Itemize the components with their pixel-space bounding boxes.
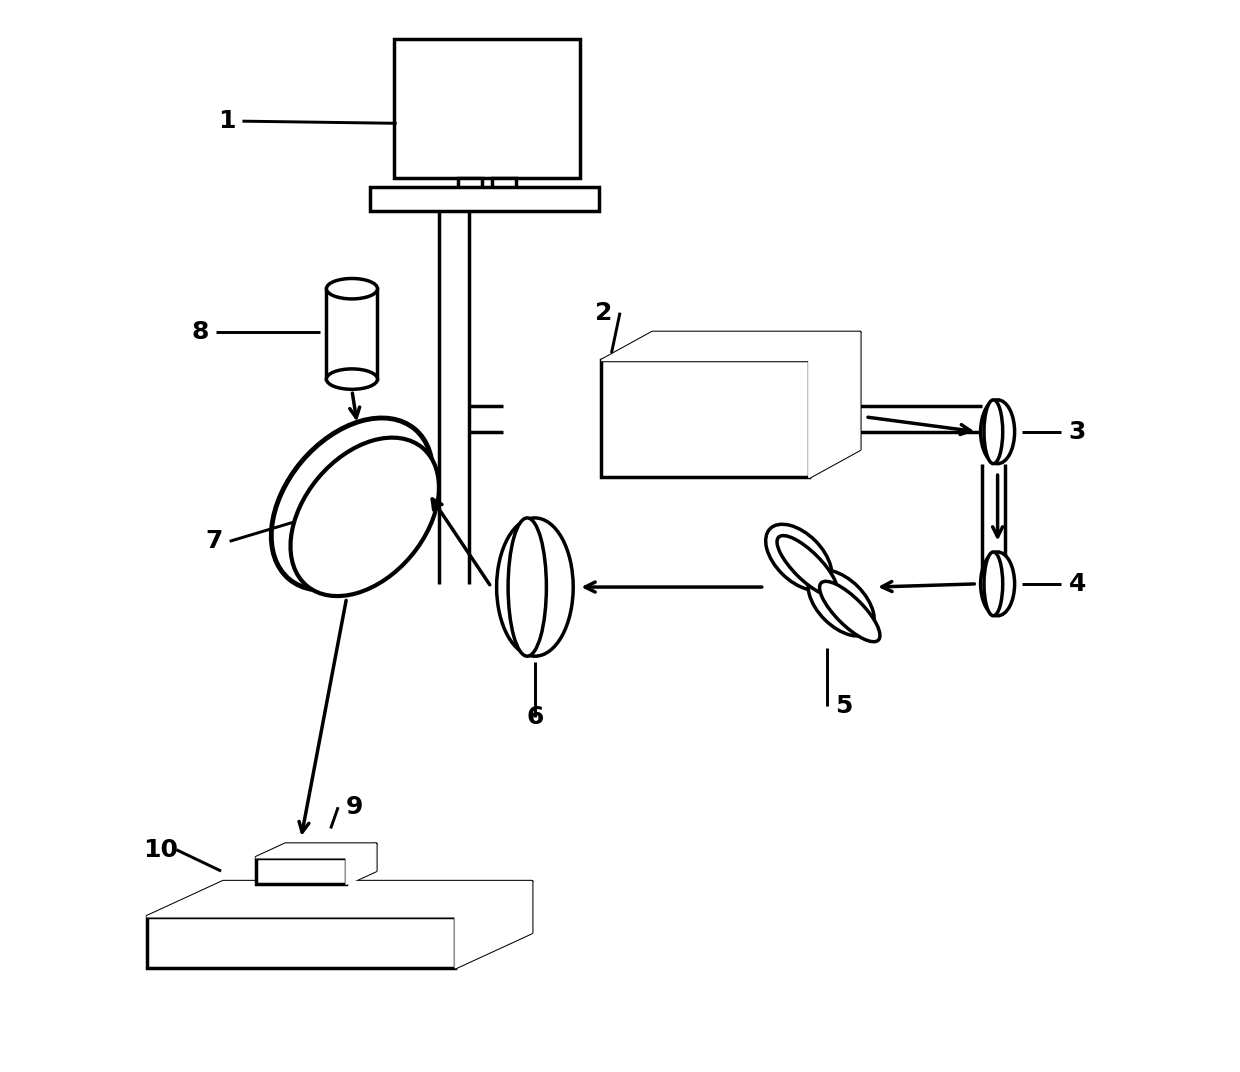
Polygon shape <box>455 881 532 968</box>
Ellipse shape <box>985 552 1003 615</box>
Text: 1: 1 <box>218 109 236 133</box>
Polygon shape <box>255 844 376 858</box>
Text: 3: 3 <box>1069 420 1086 444</box>
Ellipse shape <box>981 400 1014 464</box>
Ellipse shape <box>808 570 874 636</box>
Ellipse shape <box>508 518 547 656</box>
Bar <box>492 178 516 207</box>
Ellipse shape <box>272 418 433 591</box>
Text: 4: 4 <box>1069 571 1086 596</box>
Polygon shape <box>346 844 376 884</box>
Bar <box>146 917 455 968</box>
Ellipse shape <box>290 437 439 596</box>
Polygon shape <box>601 332 859 360</box>
Text: 8: 8 <box>191 319 208 344</box>
Bar <box>601 360 808 477</box>
Text: 6: 6 <box>526 704 543 729</box>
Ellipse shape <box>820 581 880 642</box>
Polygon shape <box>808 332 859 477</box>
Bar <box>255 858 346 884</box>
Ellipse shape <box>496 518 573 656</box>
Ellipse shape <box>985 400 1003 464</box>
Polygon shape <box>146 881 532 917</box>
Bar <box>459 178 481 207</box>
Bar <box>326 288 377 379</box>
Ellipse shape <box>326 369 377 389</box>
Ellipse shape <box>777 536 837 596</box>
Text: 5: 5 <box>835 695 852 718</box>
Text: 2: 2 <box>595 300 613 325</box>
Text: 10: 10 <box>143 838 179 862</box>
Text: 7: 7 <box>205 530 222 553</box>
Bar <box>370 188 599 210</box>
Bar <box>394 40 580 178</box>
Ellipse shape <box>981 552 1014 615</box>
Ellipse shape <box>765 524 832 591</box>
Text: 9: 9 <box>346 795 363 819</box>
Ellipse shape <box>326 279 377 299</box>
